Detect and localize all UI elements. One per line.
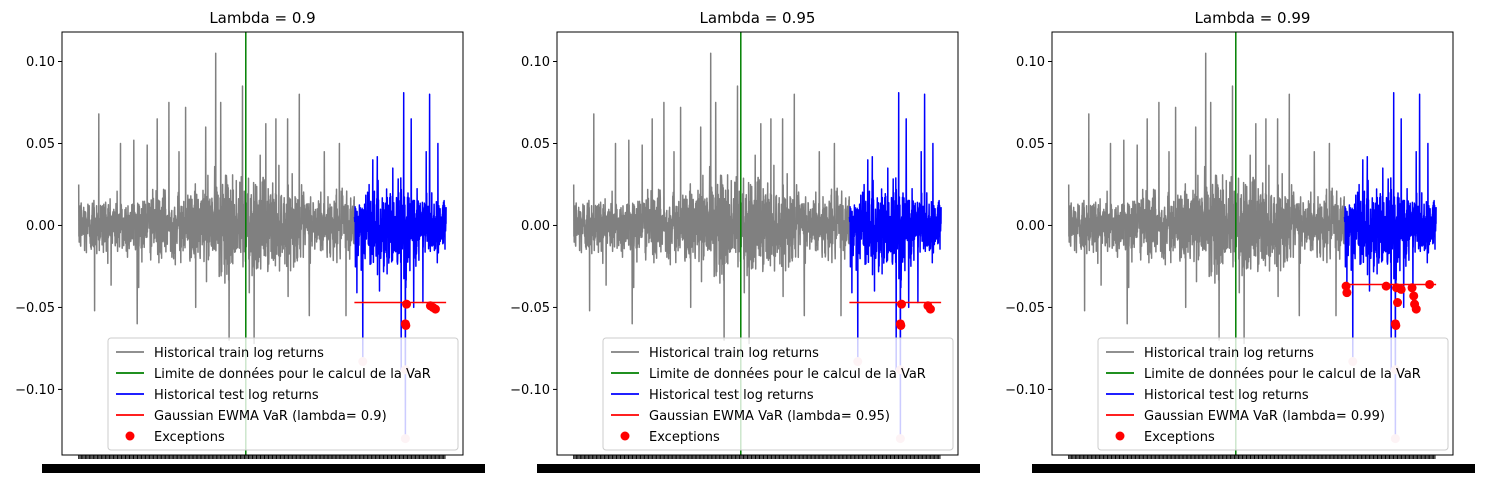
x-tick-labels xyxy=(537,455,980,473)
x-tick-labels xyxy=(1032,455,1475,473)
y-tick-label: −0.10 xyxy=(1005,383,1045,398)
exception-point xyxy=(401,320,411,330)
exception-point xyxy=(1411,304,1421,314)
series-train-line xyxy=(572,52,851,345)
legend-label-exceptions: Exceptions xyxy=(649,430,720,445)
x-tick-label-smear xyxy=(537,464,980,473)
exception-point xyxy=(1407,283,1417,293)
exception-point xyxy=(897,299,907,309)
legend-box xyxy=(602,337,954,451)
y-tick-label: −0.10 xyxy=(15,383,55,398)
x-tick-label-smear xyxy=(1032,464,1475,473)
legend-label-var: Gaussian EWMA VaR (lambda= 0.9) xyxy=(154,409,387,424)
y-tick-label: 0.00 xyxy=(1016,219,1045,234)
y-tick-label: 0.00 xyxy=(26,219,55,234)
exception-point xyxy=(1393,298,1403,308)
legend-label-exceptions: Exceptions xyxy=(154,430,225,445)
y-tick-label: −0.05 xyxy=(15,301,55,316)
chart-title: Lambda = 0.9 xyxy=(209,9,315,27)
chart-title: Lambda = 0.99 xyxy=(1195,9,1311,27)
legend-label-limit: Limite de données pour le calcul de la V… xyxy=(1144,367,1421,382)
y-tick-label: −0.10 xyxy=(510,383,550,398)
exception-point xyxy=(1396,284,1406,294)
legend-box xyxy=(1097,337,1449,451)
legend-label-exceptions: Exceptions xyxy=(1144,430,1215,445)
exception-point xyxy=(1409,291,1419,301)
legend-swatch-exceptions xyxy=(1115,431,1125,441)
legend-label-train: Historical train log returns xyxy=(154,346,324,361)
exception-point xyxy=(430,304,440,314)
exception-point xyxy=(925,304,935,314)
plot-area xyxy=(572,32,942,455)
series-test-line xyxy=(353,91,447,440)
series-train-line xyxy=(1067,52,1346,345)
y-tick-label: 0.05 xyxy=(521,137,550,152)
y-tick-label: 0.00 xyxy=(521,219,550,234)
exception-point xyxy=(1341,281,1351,291)
y-tick-label: 0.05 xyxy=(26,137,55,152)
legend-label-test: Historical test log returns xyxy=(649,388,814,403)
legend-swatch-exceptions xyxy=(125,431,135,441)
axes-frame xyxy=(61,31,464,456)
legend-swatch-exceptions xyxy=(620,431,630,441)
legend-label-var: Gaussian EWMA VaR (lambda= 0.99) xyxy=(1144,409,1385,424)
y-tick-label: 0.10 xyxy=(521,55,550,70)
exception-point xyxy=(402,299,412,309)
legend-label-limit: Limite de données pour le calcul de la V… xyxy=(154,367,431,382)
legend-box xyxy=(107,337,459,451)
y-tick-label: 0.10 xyxy=(1016,55,1045,70)
legend-label-limit: Limite de données pour le calcul de la V… xyxy=(649,367,926,382)
x-tick-labels xyxy=(42,455,485,473)
y-tick-label: −0.05 xyxy=(1005,301,1045,316)
chart-panel-1: 0.10 0.05 0.00 −0.05 −0.10 Lambda = 0.9 Histor… xyxy=(15,9,485,473)
series-test-line xyxy=(848,91,942,440)
axes-frame xyxy=(556,31,959,456)
chart-panel-2: 0.10 0.05 0.00 −0.05 −0.10 Lambda = 0.95 Histo… xyxy=(510,9,980,473)
series-train-line xyxy=(77,52,356,345)
legend-label-test: Historical test log returns xyxy=(1144,388,1309,403)
legend: Historical train log returns Limite de do… xyxy=(602,337,954,451)
legend-label-train: Historical train log returns xyxy=(649,346,819,361)
axes-frame xyxy=(1051,31,1454,456)
y-tick-label: −0.05 xyxy=(510,301,550,316)
y-tick-label: 0.05 xyxy=(1016,137,1045,152)
legend-label-train: Historical train log returns xyxy=(1144,346,1314,361)
exception-point xyxy=(896,320,906,330)
legend: Historical train log returns Limite de do… xyxy=(1097,337,1449,451)
exception-point xyxy=(1425,279,1435,289)
legend-label-var: Gaussian EWMA VaR (lambda= 0.95) xyxy=(649,409,890,424)
chart-title: Lambda = 0.95 xyxy=(700,9,816,27)
exception-point xyxy=(1381,281,1391,291)
x-tick-label-smear xyxy=(42,464,485,473)
y-tick-label: 0.10 xyxy=(26,55,55,70)
legend: Historical train log returns Limite de do… xyxy=(107,337,459,451)
exception-point xyxy=(1342,288,1352,298)
chart-panel-3: 0.10 0.05 0.00 −0.05 −0.10 Lambda = 0.99 Histo… xyxy=(1005,9,1475,473)
series-test-line xyxy=(1343,91,1437,440)
exception-point xyxy=(1391,320,1401,330)
legend-label-test: Historical test log returns xyxy=(154,388,319,403)
